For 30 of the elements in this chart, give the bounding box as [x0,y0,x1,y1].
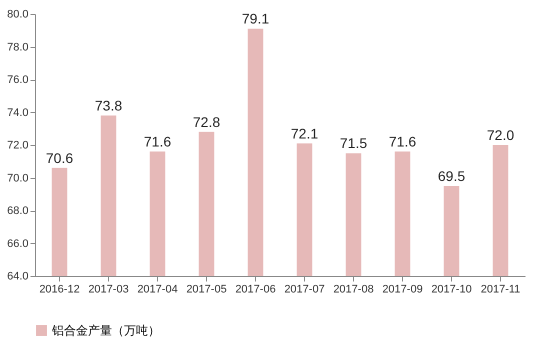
y-tick-label: 78.0 [7,41,28,54]
y-tick-label: 72.0 [7,140,28,152]
data-label: 73.8 [94,98,122,114]
y-tick-label: 68.0 [7,205,28,217]
x-tick-label: 2017-03 [88,284,129,296]
x-tick-label: 2017-10 [431,284,472,296]
x-tick-label: 2017-06 [235,284,276,296]
y-tick-label: 64.0 [7,270,28,282]
data-label: 71.6 [388,134,416,150]
data-label: 72.8 [192,114,220,130]
data-label: 71.6 [144,134,172,150]
x-tick-label: 2017-07 [284,284,325,296]
y-tick-label: 76.0 [7,74,28,86]
data-label: 79.1 [242,10,270,27]
y-tick-label: 70.0 [7,172,28,184]
x-tick-label: 2017-09 [382,284,423,296]
y-tick-label: 80.0 [7,8,28,20]
data-label: 70.6 [46,150,74,166]
data-label: 71.5 [340,135,368,152]
legend-label: 铝合金产量（万吨） [51,324,160,338]
data-label: 72.0 [486,127,514,143]
y-tick-label: 74.0 [7,106,28,119]
data-label: 72.1 [290,125,318,142]
x-tick-label: 2017-11 [480,284,520,296]
x-tick-label: 2017-05 [186,284,227,296]
data-label: 69.5 [438,168,466,184]
y-tick-label: 66.0 [7,238,28,250]
x-tick-label: 2017-08 [333,284,374,296]
x-tick-label: 2016-12 [39,284,80,296]
x-tick-label: 2017-04 [137,284,178,296]
